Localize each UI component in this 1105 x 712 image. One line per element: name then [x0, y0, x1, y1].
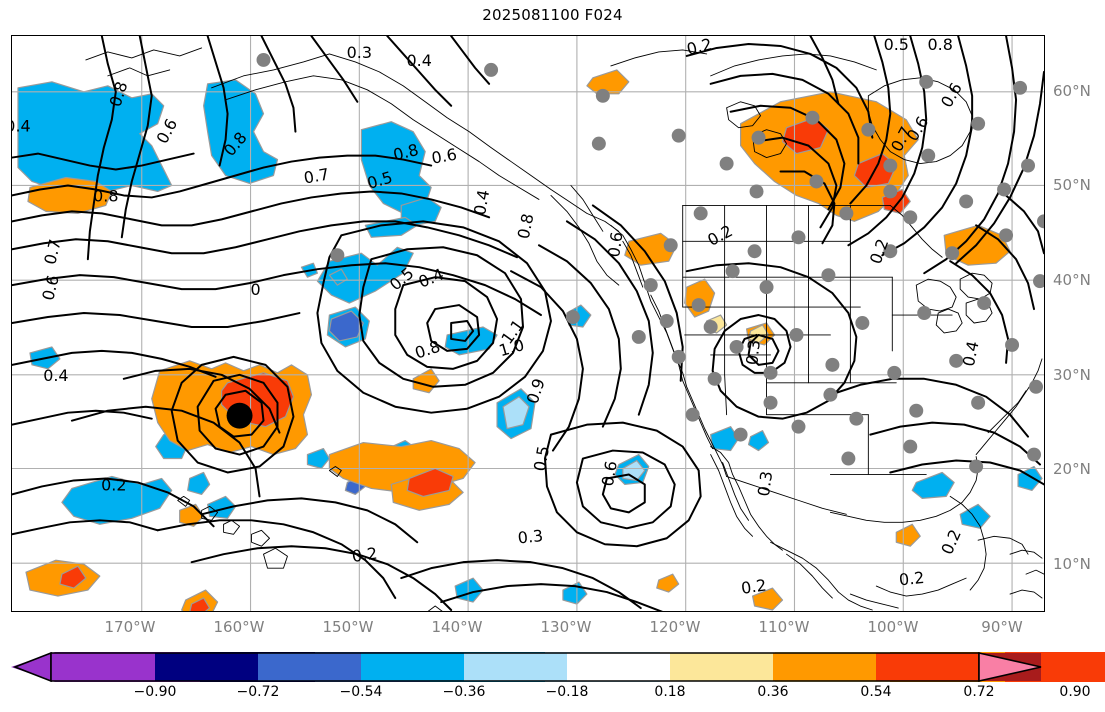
lat-tick-10n: 10°N — [1053, 555, 1091, 573]
contour-label: 0.2 — [898, 568, 925, 590]
lat-tick-60n: 60°N — [1053, 82, 1091, 100]
contour-label: 0.7 — [302, 165, 330, 188]
cb-swatch-purple — [51, 653, 155, 681]
contour-layer — [12, 36, 1044, 611]
lon-tick-150w: 150°W — [322, 618, 374, 636]
contour-label: 0.2 — [101, 475, 126, 494]
cbar-tick--0.54: −0.54 — [339, 684, 383, 700]
lon-tick-90w: 90°W — [981, 618, 1023, 636]
lon-tick-170w: 170°W — [104, 618, 156, 636]
contour-label: 0.6 — [430, 145, 458, 168]
contour-label: 0.8 — [93, 186, 118, 205]
lon-tick-130w: 130°W — [540, 618, 592, 636]
cbar-tick-0.18: 0.18 — [654, 684, 686, 700]
contour-label: 0.6 — [604, 231, 626, 259]
cb-swatch-navy — [155, 653, 258, 681]
contour-label: 0.3 — [347, 43, 372, 62]
contour-label: 0.4 — [12, 117, 31, 136]
lon-tick-100w: 100°W — [867, 618, 919, 636]
map-gridlines — [12, 36, 1044, 611]
map-graphic: 0.8 0.3 0.4 0.2 0.5 0.8 0.6 0.7 0.6 0.6 … — [12, 36, 1044, 611]
contour-label: 0.8 — [928, 36, 953, 54]
contour-label: 0.5 — [530, 444, 553, 472]
cbar-tick-0.72: 0.72 — [963, 684, 995, 700]
cbar-tick--0.72: −0.72 — [236, 684, 280, 700]
tropical-cyclone-center-marker — [226, 402, 253, 429]
cb-swatch-orange — [773, 653, 876, 681]
cbar-tick--0.18: −0.18 — [545, 684, 589, 700]
cbar-tick-0.54: 0.54 — [860, 684, 892, 700]
contour-label: 0.3 — [517, 526, 544, 548]
contour-label: 0.2 — [351, 544, 379, 566]
cb-swatch-lightblue — [464, 653, 567, 681]
contour-label: 0.2 — [740, 575, 768, 597]
coastlines-layer — [85, 47, 1044, 611]
contour-label: 0.8 — [514, 212, 538, 241]
contour-label: 0.4 — [470, 188, 493, 216]
cb-swatch-white — [567, 653, 670, 681]
contour-label: 0.3 — [742, 339, 764, 366]
lon-tick-140w: 140°W — [431, 618, 483, 636]
lat-tick-20n: 20°N — [1053, 460, 1091, 478]
lon-tick-160w: 160°W — [213, 618, 265, 636]
contour-label: 0.3 — [754, 470, 776, 498]
cb-swatch-royalblue — [258, 653, 361, 681]
cb-swatch-darkred — [979, 653, 1041, 681]
contour-label: 0 — [250, 280, 260, 299]
contour-label: 0.4 — [43, 366, 68, 385]
cbar-tick--0.36: −0.36 — [442, 684, 486, 700]
cbar-tick-0.36: 0.36 — [757, 684, 789, 700]
page-title: 2025081100 F024 — [482, 6, 623, 24]
contour-label: 0.6 — [598, 459, 621, 487]
lon-tick-110w: 110°W — [758, 618, 810, 636]
lat-tick-50n: 50°N — [1053, 176, 1091, 194]
cb-swatch-paleyellow — [670, 653, 773, 681]
colorbar-extend-min-arrow — [12, 652, 52, 682]
colorbar-rendered[interactable] — [11, 652, 1045, 682]
cb-swatch-cyan — [361, 653, 464, 681]
contour-label: 0.2 — [685, 36, 714, 59]
lat-tick-40n: 40°N — [1053, 271, 1091, 289]
lon-tick-120w: 120°W — [649, 618, 701, 636]
contour-label: 0.5 — [884, 36, 909, 54]
lat-tick-30n: 30°N — [1053, 366, 1091, 384]
map-plot-area[interactable]: 0.8 0.3 0.4 0.2 0.5 0.8 0.6 0.7 0.6 0.6 … — [11, 35, 1045, 612]
contour-label: 0.4 — [959, 339, 983, 368]
cbar-tick-0.90: 0.90 — [1059, 684, 1091, 700]
contour-label: 0.4 — [407, 51, 432, 70]
cbar-tick--0.90: −0.90 — [133, 684, 177, 700]
cb-swatch-red — [876, 653, 979, 681]
station-markers-layer — [256, 52, 1044, 474]
